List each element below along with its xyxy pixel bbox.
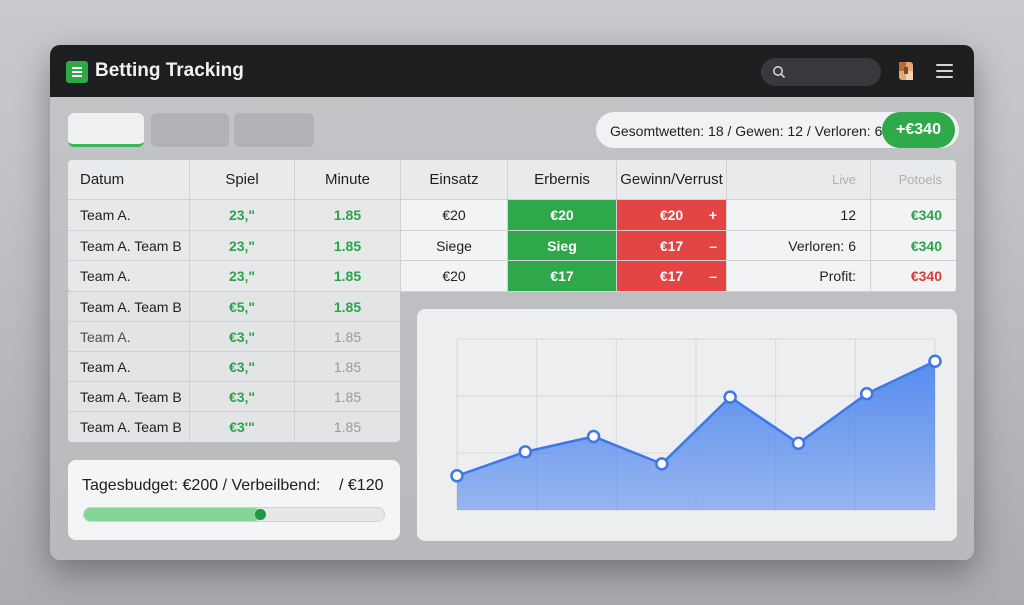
table-cell-erbernis: €20 bbox=[508, 200, 617, 231]
table-cell-minute: 1.85 bbox=[295, 200, 401, 231]
title-bar: Betting Tracking bbox=[50, 45, 974, 97]
table-cell-minute: 1.85 bbox=[295, 352, 400, 382]
profit-badge: +€340 bbox=[882, 112, 955, 148]
chart-data-point bbox=[859, 386, 874, 401]
table-cell-einsatz: €20 bbox=[401, 261, 508, 292]
table-cell-minute: 1.85 bbox=[295, 261, 401, 292]
table-cell-live: Profit: bbox=[727, 261, 871, 292]
table-cell-spiel: €3‚" bbox=[190, 322, 295, 352]
table-cell-minute: 1.85 bbox=[333, 419, 362, 435]
gewinn-value: €17 bbox=[659, 268, 684, 284]
gewinn-value: €17 bbox=[659, 237, 684, 254]
search-field[interactable] bbox=[761, 58, 881, 86]
avatar-icon[interactable] bbox=[896, 60, 916, 82]
column-header-spiel[interactable]: Spiel bbox=[190, 160, 295, 200]
search-icon bbox=[773, 66, 786, 79]
spreadsheet-icon bbox=[66, 61, 88, 83]
chart-data-point bbox=[586, 429, 601, 444]
budget-progress-bar bbox=[83, 507, 385, 522]
table-cell-gewinn-verrust: €17 – bbox=[617, 231, 727, 261]
table-cell-erbernis: Sieg bbox=[508, 231, 617, 261]
table-cell-datum: Team A. Team B bbox=[68, 412, 190, 442]
bets-table-continued: Team A. Team B €5‚" 1.85 Team A. €3‚" 1.… bbox=[68, 292, 400, 442]
tab-1[interactable] bbox=[68, 113, 144, 147]
table-cell-einsatz: Siege bbox=[401, 231, 508, 261]
table-cell-gewinn-verrust: €20 + bbox=[617, 200, 727, 231]
profit-chart bbox=[450, 338, 942, 511]
column-header-live[interactable]: Live bbox=[727, 160, 871, 200]
bets-table: Datum Spiel Minute Einsatz Erbernis Gewi… bbox=[68, 160, 956, 292]
profit-chart-card bbox=[417, 309, 957, 541]
app-title: Betting Tracking bbox=[95, 60, 244, 81]
table-cell-datum: Team A. Team B bbox=[68, 382, 190, 412]
column-header-einsatz[interactable]: Einsatz bbox=[401, 160, 508, 200]
chart-data-point bbox=[723, 390, 737, 404]
chart-data-point bbox=[928, 354, 942, 368]
table-cell-potoels: €340 bbox=[871, 231, 956, 261]
table-cell-spiel: €3‚" bbox=[190, 352, 295, 382]
app-window: Betting Tracking Gesomtwetten: 18 / Gewe… bbox=[50, 45, 974, 560]
chart-area bbox=[457, 361, 935, 510]
table-cell-spiel: €3'" bbox=[190, 412, 295, 442]
table-cell-datum: Team A. bbox=[68, 261, 190, 292]
column-header-potoels[interactable]: Potoels bbox=[871, 160, 956, 200]
table-cell-datum: Team A. Team B bbox=[68, 292, 190, 322]
table-cell-potoels: €340 bbox=[871, 261, 956, 292]
table-cell-datum: Team A. bbox=[68, 322, 190, 352]
table-cell-spiel: €5‚" bbox=[190, 292, 295, 322]
column-header-gewinn-verrust[interactable]: Gewinn/Verrust bbox=[617, 160, 727, 200]
table-cell-minute: 1.85 bbox=[295, 292, 400, 322]
column-header-datum[interactable]: Datum bbox=[68, 160, 190, 200]
tab-3[interactable] bbox=[234, 113, 314, 147]
progress-knob bbox=[255, 509, 266, 520]
table-cell-live: Verloren: 6 bbox=[727, 231, 871, 261]
table-cell-spiel: 23‚" bbox=[190, 261, 295, 292]
table-cell-datum: Team A. bbox=[68, 200, 190, 231]
tab-2[interactable] bbox=[151, 113, 229, 147]
minus-icon: – bbox=[709, 268, 717, 284]
table-cell-datum: Team A. Team B bbox=[68, 231, 190, 261]
summary-text: Gesomtwetten: 18 / Gewen: 12 / Verloren:… bbox=[610, 123, 891, 139]
budget-progress-fill bbox=[84, 508, 261, 521]
table-cell-minute: 1.85 bbox=[295, 382, 400, 412]
hamburger-menu-icon[interactable] bbox=[936, 64, 953, 78]
table-cell-minute: 1.85 bbox=[295, 322, 400, 352]
column-header-erbernis[interactable]: Erbernis bbox=[508, 160, 617, 200]
table-cell-datum: Team A. bbox=[68, 352, 190, 382]
chart-data-point bbox=[518, 445, 533, 459]
gewinn-value: €20 bbox=[659, 207, 684, 223]
table-cell-spiel: 23‚" bbox=[190, 200, 295, 231]
table-cell-potoels: €340 bbox=[871, 200, 956, 231]
plus-icon: + bbox=[708, 207, 717, 223]
budget-label: Tagesbudget: €200 / Verbeilbend: bbox=[82, 477, 321, 494]
table-cell-minute: 1.85 bbox=[295, 231, 401, 261]
budget-remaining: / €120 bbox=[339, 477, 384, 494]
table-cell-gewinn-verrust: €17 – bbox=[617, 261, 727, 292]
table-cell-einsatz: €20 bbox=[401, 200, 508, 231]
table-cell-spiel: €3‚" bbox=[190, 382, 295, 412]
table-cell-erbernis: €17 bbox=[508, 261, 617, 292]
chart-data-point bbox=[450, 469, 464, 483]
daily-budget-card: Tagesbudget: €200 / Verbeilbend: / €120 bbox=[68, 460, 400, 540]
table-cell-live: 12 bbox=[727, 200, 871, 231]
chart-data-point bbox=[791, 436, 806, 451]
table-cell-spiel: 23‚" bbox=[190, 231, 295, 261]
column-header-minute[interactable]: Minute bbox=[295, 160, 401, 200]
chart-data-point bbox=[655, 457, 669, 471]
minus-icon: – bbox=[709, 237, 717, 254]
chart-line bbox=[456, 360, 936, 477]
